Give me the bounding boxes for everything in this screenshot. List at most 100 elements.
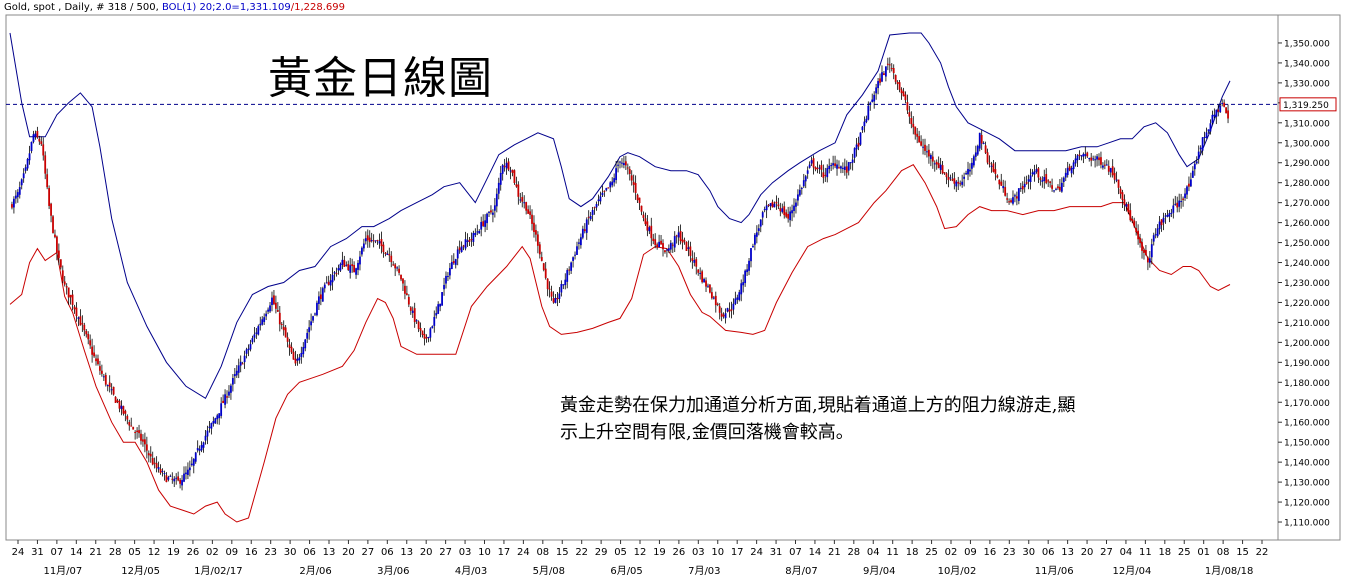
candle-up [615,168,617,181]
candle-up [1195,161,1198,164]
candle-down [992,163,995,172]
candle-up [1215,109,1218,117]
candle-up [218,413,221,419]
candle-up [562,284,565,286]
candle-down [779,207,782,212]
candle-down [407,297,410,305]
candle-up [396,267,399,269]
last-price-box [1279,97,1337,112]
candle-down [945,173,948,178]
candle-up [345,264,348,266]
candle-down [910,117,913,125]
candle-down [67,287,70,298]
candle-up [196,447,199,451]
candle-up [795,202,797,207]
candle-up [312,316,314,321]
month-label: 12月/04 [1113,565,1152,577]
y-tick-label: 1,220.000 [1284,299,1330,309]
candle-up [884,66,887,77]
candle-down [1117,179,1120,188]
candle-down [114,396,117,403]
candle-up [163,473,166,475]
candle-down [392,264,395,266]
candle-down [52,216,54,233]
candle-up [851,159,854,163]
candle-up [247,348,250,351]
candle-up [1207,129,1210,132]
header-indicator: BOL(1) 20;2.0= [161,2,240,13]
candle-down [1143,249,1145,253]
candle-up [257,326,260,335]
candle-up [472,232,475,242]
candle-up [28,153,31,161]
candle-up [699,272,702,274]
candle-up [1158,221,1161,230]
y-tick-label: 1,180.000 [1284,379,1330,389]
candle-down [400,274,402,280]
candle-down [1000,181,1003,186]
candle-up [847,162,850,171]
candle-down [112,386,115,395]
candle-down [1111,166,1114,176]
candle-down [654,239,657,245]
candle-up [972,156,975,166]
candle-up [447,275,449,277]
candle-up [499,172,502,185]
candle-up [933,163,936,165]
candle-down [241,363,244,365]
candle-down [583,229,586,232]
month-label: 11月/06 [1035,565,1074,577]
candle-down [286,337,289,342]
candle-up [781,208,784,213]
candle-down [931,156,934,162]
x-tick-label: 09 [225,547,238,558]
candle-up [1105,164,1108,166]
candle-down [104,374,107,385]
candle-down [136,430,138,432]
candle-up [106,385,109,387]
candle-down [720,313,723,317]
candle-down [716,303,719,305]
candle-down [953,178,956,184]
candle-up [578,242,580,244]
candle-down [1145,249,1147,256]
candle-down [1039,178,1042,180]
candle-down [536,234,539,246]
candle-up [204,435,207,441]
candle-down [722,314,725,317]
candle-up [969,169,971,172]
candle-down [511,169,514,173]
candle-up [495,193,498,207]
y-tick-label: 1,150.000 [1284,439,1330,449]
candle-up [609,182,612,188]
candle-up [832,163,835,166]
candle-up [267,309,269,312]
candle-up [1170,212,1173,214]
month-label: 11月/07 [43,565,82,577]
candle-up [523,202,526,204]
x-tick-label: 21 [89,547,102,558]
header-upper-value: 1,331.109 [239,2,291,13]
candle-down [892,68,895,74]
candle-down [685,241,688,251]
candle-down [980,134,983,144]
candle-down [97,358,99,365]
candle-up [669,242,672,250]
candle-up [802,180,805,187]
candle-down [382,244,385,253]
candle-up [212,421,215,424]
candle-up [734,298,737,304]
candle-down [548,288,551,290]
candle-up [190,463,193,466]
candle-down [1188,183,1190,187]
x-tick-label: 17 [731,547,744,558]
x-tick-label: 01 [1197,547,1210,558]
candle-down [777,204,780,207]
candle-down [147,453,150,456]
candle-up [329,280,332,286]
candle-down [36,130,39,138]
candle-up [349,265,352,273]
candle-up [1055,188,1057,190]
candle-up [873,94,876,102]
candle-up [740,283,743,295]
